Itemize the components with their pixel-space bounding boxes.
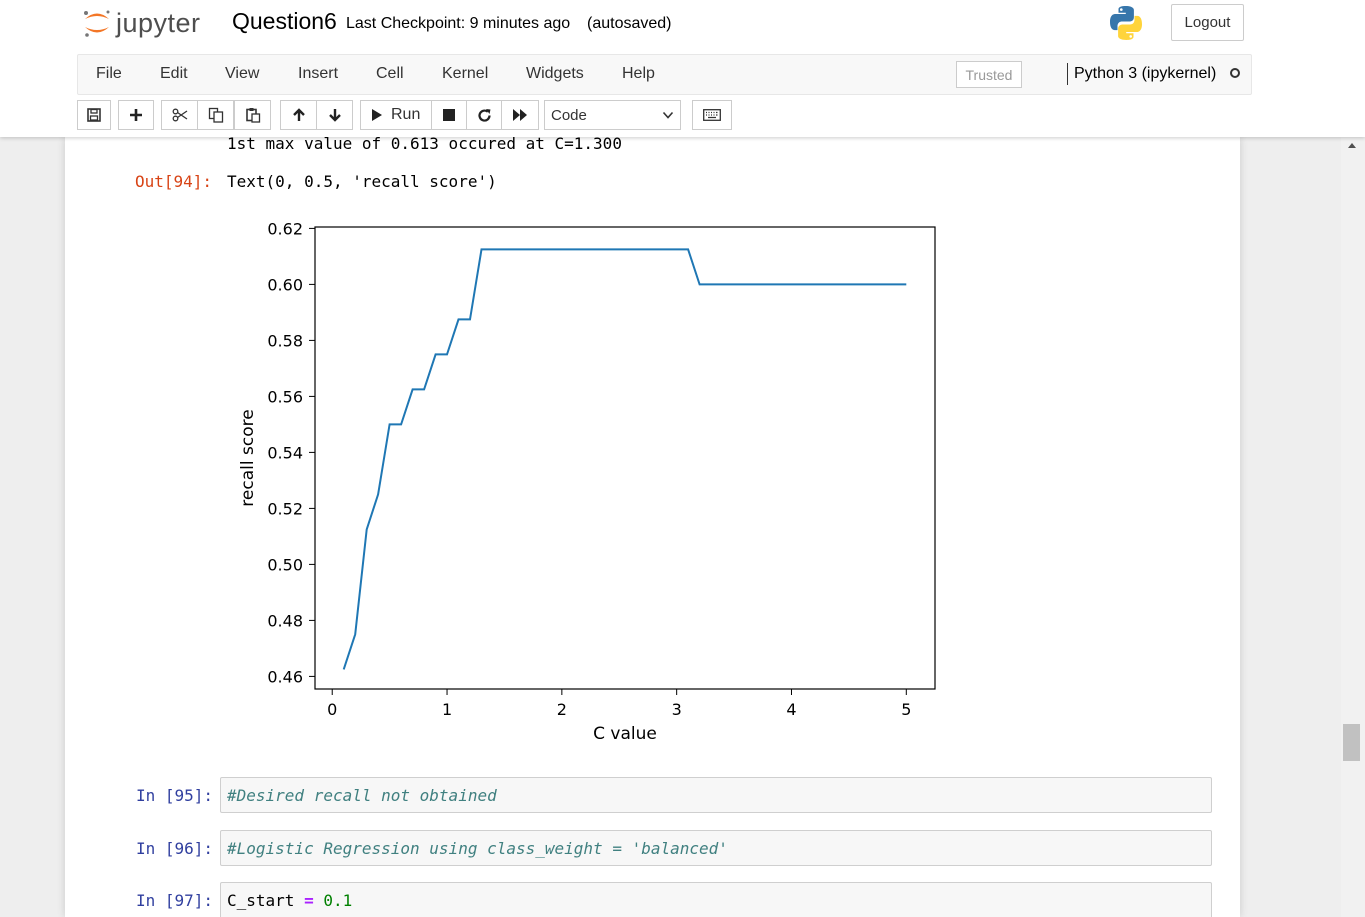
- y-tick-label: 0.62: [267, 219, 303, 238]
- y-axis-label: recall score: [238, 409, 258, 506]
- insert-cell-button[interactable]: [118, 100, 154, 130]
- output-prompt: Out[94]:: [135, 172, 213, 191]
- x-tick-label: 0: [327, 700, 337, 719]
- menu-file[interactable]: File: [96, 65, 122, 82]
- kernel-idle-icon: [1230, 68, 1240, 78]
- interrupt-button[interactable]: [431, 100, 467, 130]
- logout-button[interactable]: Logout: [1171, 4, 1244, 41]
- menu-cell[interactable]: Cell: [376, 65, 404, 82]
- arrow-down-icon: [328, 109, 341, 122]
- y-tick-label: 0.48: [267, 611, 303, 630]
- x-tick-label: 4: [786, 700, 796, 719]
- input-prompt-95: In [95]:: [136, 786, 214, 805]
- cell-type-value: Code: [551, 106, 587, 124]
- x-tick-label: 3: [672, 700, 682, 719]
- kernel-divider: [1067, 63, 1068, 85]
- command-palette-button[interactable]: [692, 100, 732, 130]
- cell-type-select[interactable]: Code: [544, 100, 681, 130]
- run-button[interactable]: Run: [360, 100, 432, 130]
- scroll-up-arrow-icon[interactable]: [1348, 143, 1356, 148]
- menu-edit[interactable]: Edit: [160, 65, 188, 82]
- x-tick-label: 2: [557, 700, 567, 719]
- code-cell-95[interactable]: #Desired recall not obtained: [220, 777, 1212, 813]
- x-tick-label: 1: [442, 700, 452, 719]
- code-cell-96[interactable]: #Logistic Regression using class_weight …: [220, 830, 1212, 866]
- code-variable: C_start: [227, 891, 295, 910]
- paste-button[interactable]: [234, 100, 271, 130]
- code-operator: =: [304, 891, 314, 910]
- menu-view[interactable]: View: [225, 65, 260, 82]
- input-prompt-97: In [97]:: [136, 891, 214, 910]
- page-scrollbar[interactable]: [1341, 137, 1365, 917]
- copy-button[interactable]: [197, 100, 234, 130]
- cell-96-comment: #Logistic Regression using class_weight …: [227, 839, 728, 858]
- arrow-up-icon: [292, 108, 305, 121]
- recall-line-chart: 0.46 0.48 0.50 0.52 0.54 0.56 0.58 0.60 0.62 0 1 2 3…: [238, 219, 936, 744]
- output-stream-text: 1st max value of 0.613 occured at C=1.30…: [227, 137, 622, 153]
- output-text-repr: Text(0, 0.5, 'recall score'): [227, 172, 497, 191]
- y-tick-label: 0.46: [267, 667, 303, 686]
- notebook-header: jupyter Question6 Last Checkpoint: 9 min…: [0, 0, 1365, 137]
- y-tick-label: 0.56: [267, 387, 303, 406]
- y-tick-label: 0.52: [267, 499, 303, 518]
- save-icon: [87, 108, 101, 122]
- restart-button[interactable]: [466, 100, 502, 130]
- menu-help[interactable]: Help: [622, 65, 655, 82]
- stop-icon: [443, 109, 455, 121]
- jupyter-logo-icon: [84, 10, 110, 37]
- cut-button[interactable]: [161, 100, 198, 130]
- move-down-button[interactable]: [316, 100, 353, 130]
- move-up-button[interactable]: [280, 100, 317, 130]
- x-tick-label: 5: [901, 700, 911, 719]
- jupyter-logo[interactable]: jupyter: [80, 6, 215, 40]
- recall-series-line: [342, 248, 907, 670]
- plot-frame: [314, 226, 936, 690]
- save-button[interactable]: [77, 100, 111, 130]
- restart-icon: [477, 108, 491, 122]
- trusted-indicator[interactable]: Trusted: [956, 61, 1022, 88]
- play-icon: [372, 109, 382, 121]
- code-number: 0.1: [323, 891, 353, 910]
- paste-icon: [245, 108, 260, 123]
- cell-97-code: C_start = 0.1: [227, 891, 352, 910]
- kernel-name[interactable]: Python 3 (ipykernel): [1074, 65, 1217, 82]
- menubar: File Edit View Insert Cell Kernel Widget…: [77, 54, 1252, 95]
- x-axis-label: C value: [593, 724, 657, 744]
- fast-forward-icon: [513, 109, 527, 121]
- menu-kernel[interactable]: Kernel: [442, 65, 489, 82]
- menu-insert[interactable]: Insert: [298, 65, 339, 82]
- chevron-down-icon: [662, 111, 674, 119]
- scissors-icon: [172, 108, 187, 122]
- plus-icon: [130, 109, 142, 121]
- autosave-status: (autosaved): [587, 15, 672, 32]
- code-cell-97[interactable]: C_start = 0.1: [220, 882, 1212, 917]
- scrollbar-thumb[interactable]: [1343, 724, 1360, 761]
- restart-run-all-button[interactable]: [501, 100, 539, 130]
- cell-95-comment: #Desired recall not obtained: [227, 786, 497, 805]
- y-tick-label: 0.54: [267, 443, 303, 462]
- notebook-container: 1st max value of 0.613 occured at C=1.30…: [65, 137, 1240, 917]
- y-tick-label: 0.58: [267, 331, 303, 350]
- notebook-title[interactable]: Question6: [232, 8, 337, 34]
- input-prompt-96: In [96]:: [136, 839, 214, 858]
- jupyter-logo-text: jupyter: [116, 8, 201, 38]
- checkpoint-status: Last Checkpoint: 9 minutes ago: [346, 15, 571, 32]
- menu-widgets[interactable]: Widgets: [526, 65, 584, 82]
- y-tick-label: 0.50: [267, 555, 303, 574]
- run-label: Run: [391, 106, 421, 123]
- python-logo-icon: [1110, 6, 1142, 40]
- y-tick-label: 0.60: [267, 275, 303, 294]
- copy-icon: [208, 107, 223, 123]
- keyboard-icon: [703, 109, 721, 121]
